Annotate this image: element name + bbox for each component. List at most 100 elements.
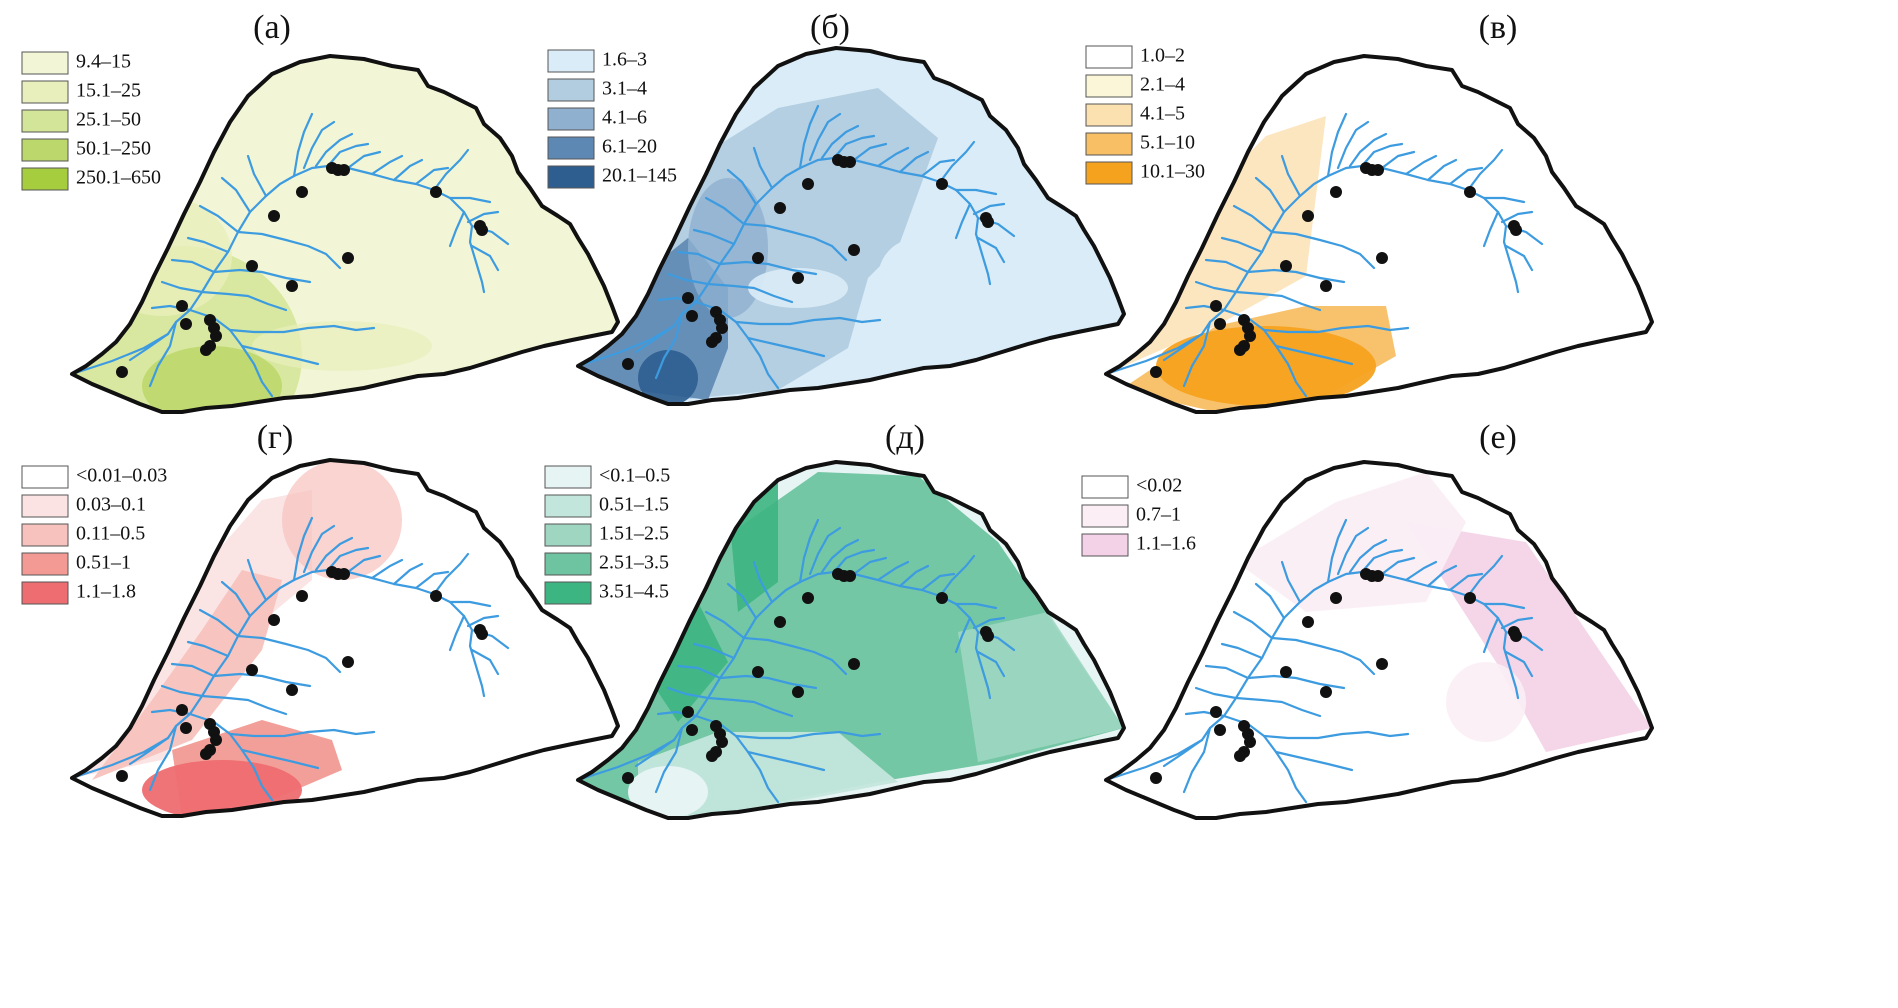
- river-segment: [1220, 642, 1264, 660]
- river-segment: [706, 696, 794, 718]
- river-segment: [704, 610, 746, 640]
- station-point: [682, 706, 694, 718]
- river-segment: [1232, 610, 1274, 640]
- station-point: [792, 686, 804, 698]
- river-segment: [938, 554, 976, 598]
- station-point: [752, 666, 764, 678]
- river-segment: [972, 616, 1006, 630]
- station-point: [268, 210, 280, 222]
- legend-label: 20.1–145: [602, 165, 677, 187]
- river-segment: [1254, 176, 1286, 214]
- river-segment: [718, 674, 818, 690]
- panel-2-zone: [748, 268, 848, 308]
- river-segment: [752, 560, 774, 604]
- station-point: [180, 722, 192, 734]
- panel-1: (а) 9.4–15 15.1–25 25.1–50 50.1–250 250.1–650: [21, 9, 620, 414]
- legend-label: 50.1–250: [76, 138, 151, 160]
- river-segment: [718, 260, 818, 276]
- river-segment: [692, 642, 736, 660]
- station-point: [1244, 736, 1256, 748]
- panel-5: (д) <0.1–0.5 0.51–1.5 1.51–2.5 2.51–3.5 3.51–…: [544, 419, 1126, 820]
- panel-4-zone: [282, 460, 402, 580]
- legend-swatch: [21, 552, 69, 576]
- legend-swatch: [547, 78, 595, 102]
- legend-swatch: [544, 494, 592, 518]
- legend-label: 3.51–4.5: [599, 581, 669, 603]
- river-segment: [314, 536, 354, 572]
- station-point: [1234, 750, 1246, 762]
- river-segment: [1104, 580, 1330, 782]
- station-point: [1376, 252, 1388, 264]
- river-segment: [920, 572, 956, 592]
- station-point: [1510, 224, 1522, 236]
- river-segment: [798, 518, 820, 584]
- legend-label: 2.1–4: [1140, 74, 1185, 96]
- river-segment: [1504, 244, 1534, 272]
- river-segment: [246, 558, 268, 602]
- river-segment: [706, 282, 794, 304]
- station-point: [296, 590, 308, 602]
- panel-4-zone: [92, 570, 282, 780]
- panel-6-watershed-boundary: [1104, 460, 1654, 820]
- river-segment: [170, 258, 216, 274]
- panel-2-zone: [878, 238, 958, 318]
- river-segment: [1482, 196, 1526, 204]
- station-point: [844, 570, 856, 582]
- station-point: [1510, 630, 1522, 642]
- station-point: [1330, 592, 1342, 604]
- legend-swatch: [21, 109, 69, 133]
- river-segment: [1234, 696, 1322, 718]
- panel-1-watershed-boundary: [70, 54, 620, 414]
- river-segment: [976, 236, 1006, 264]
- station-point: [706, 336, 718, 348]
- station-point: [430, 186, 442, 198]
- legend-label: 10.1–30: [1140, 161, 1205, 183]
- panel-4-stations: [116, 566, 488, 782]
- river-segment: [220, 176, 252, 214]
- river-segment: [1274, 750, 1354, 772]
- station-point: [686, 310, 698, 322]
- legend-label: 0.51–1: [76, 552, 131, 574]
- river-segment: [1380, 150, 1416, 170]
- river-segment: [228, 324, 376, 334]
- river-segment: [346, 150, 382, 170]
- river-segment: [1234, 290, 1322, 312]
- legend-swatch: [1085, 161, 1133, 185]
- river-segment: [832, 134, 876, 160]
- river-segment: [1280, 154, 1302, 198]
- river-segment: [1162, 738, 1204, 768]
- legend-label: 0.03–0.1: [76, 494, 146, 516]
- panel-3-legend: 1.0–2 2.1–4 4.1–5 5.1–10 10.1–30: [1085, 45, 1205, 185]
- river-segment: [898, 150, 930, 174]
- river-segment: [314, 132, 354, 168]
- river-segment: [236, 230, 342, 270]
- station-point: [1376, 658, 1388, 670]
- river-segment: [576, 166, 802, 368]
- river-segment: [1426, 158, 1458, 182]
- legend-swatch: [1085, 74, 1133, 98]
- river-segment: [808, 112, 842, 162]
- legend-swatch: [547, 107, 595, 131]
- river-segment: [820, 538, 860, 574]
- panel-3-stations: [1150, 162, 1522, 378]
- legend-label: 25.1–50: [76, 109, 141, 131]
- panel-3-map: [1104, 54, 1654, 414]
- panel-5-legend: <0.1–0.5 0.51–1.5 1.51–2.5 2.51–3.5 3.51–4.5: [544, 465, 670, 605]
- river-segment: [832, 548, 876, 574]
- station-point: [296, 186, 308, 198]
- legend-swatch: [21, 138, 69, 162]
- panel-1-legend: 9.4–15 15.1–25 25.1–50 50.1–250 250.1–650: [21, 51, 161, 191]
- legend-label: 4.1–6: [602, 107, 647, 129]
- panel-2-map: [576, 46, 1126, 406]
- panel-4-legend: <0.01–0.03 0.03–0.1 0.11–0.5 0.51–1 1.1–1.8: [21, 465, 167, 605]
- legend-label: 15.1–25: [76, 80, 141, 102]
- river-segment: [634, 324, 676, 354]
- legend-swatch: [544, 581, 592, 605]
- station-point: [210, 734, 222, 746]
- river-segment: [876, 146, 910, 168]
- river-segment: [228, 728, 376, 738]
- legend-label: 0.7–1: [1136, 504, 1181, 526]
- station-point: [430, 590, 442, 602]
- river-segment: [666, 272, 710, 286]
- river-segment: [1270, 230, 1376, 270]
